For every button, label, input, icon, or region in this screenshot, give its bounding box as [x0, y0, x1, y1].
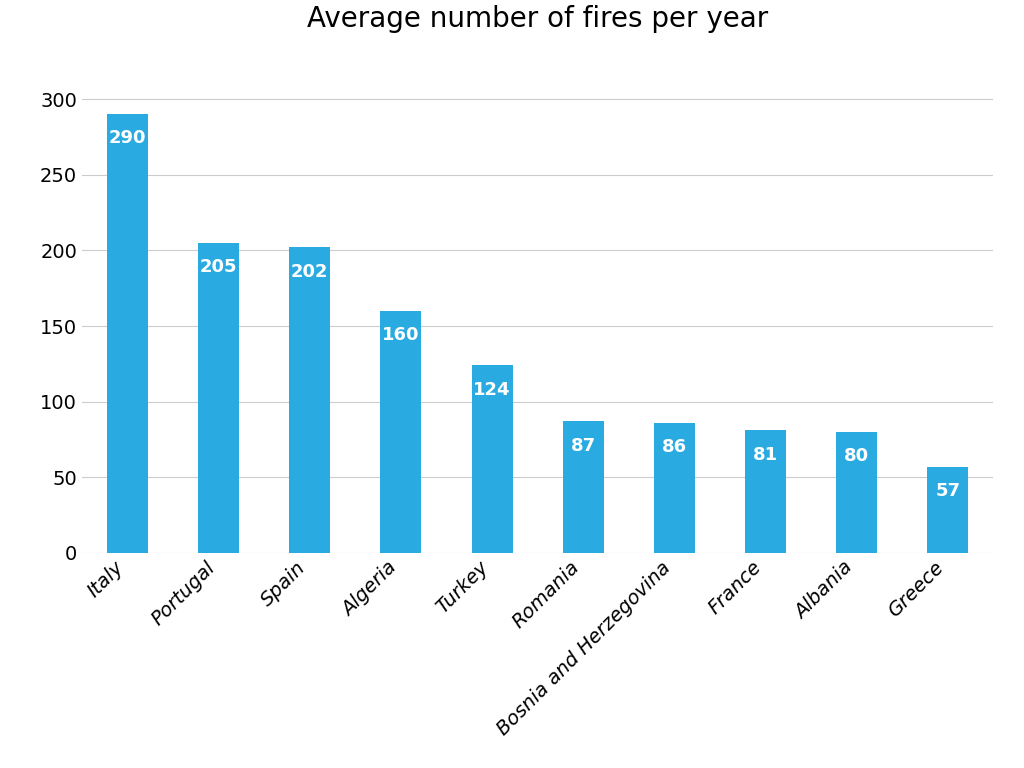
Text: 290: 290: [109, 130, 146, 147]
Text: 160: 160: [382, 326, 420, 344]
Text: 202: 202: [291, 263, 329, 280]
Bar: [927, 467, 969, 553]
Bar: [380, 311, 422, 553]
Bar: [289, 247, 331, 553]
Text: 57: 57: [935, 482, 961, 500]
Text: 86: 86: [662, 438, 687, 456]
Text: 81: 81: [753, 445, 778, 464]
Text: 87: 87: [570, 436, 596, 455]
Bar: [836, 432, 878, 553]
Bar: [744, 430, 786, 553]
Bar: [562, 422, 604, 553]
Text: 80: 80: [844, 447, 869, 465]
Text: 124: 124: [473, 381, 511, 399]
Bar: [106, 114, 148, 553]
Bar: [198, 243, 240, 553]
Bar: [471, 366, 513, 553]
Bar: [653, 423, 695, 553]
Title: Average number of fires per year: Average number of fires per year: [307, 5, 768, 33]
Text: 205: 205: [200, 258, 238, 276]
